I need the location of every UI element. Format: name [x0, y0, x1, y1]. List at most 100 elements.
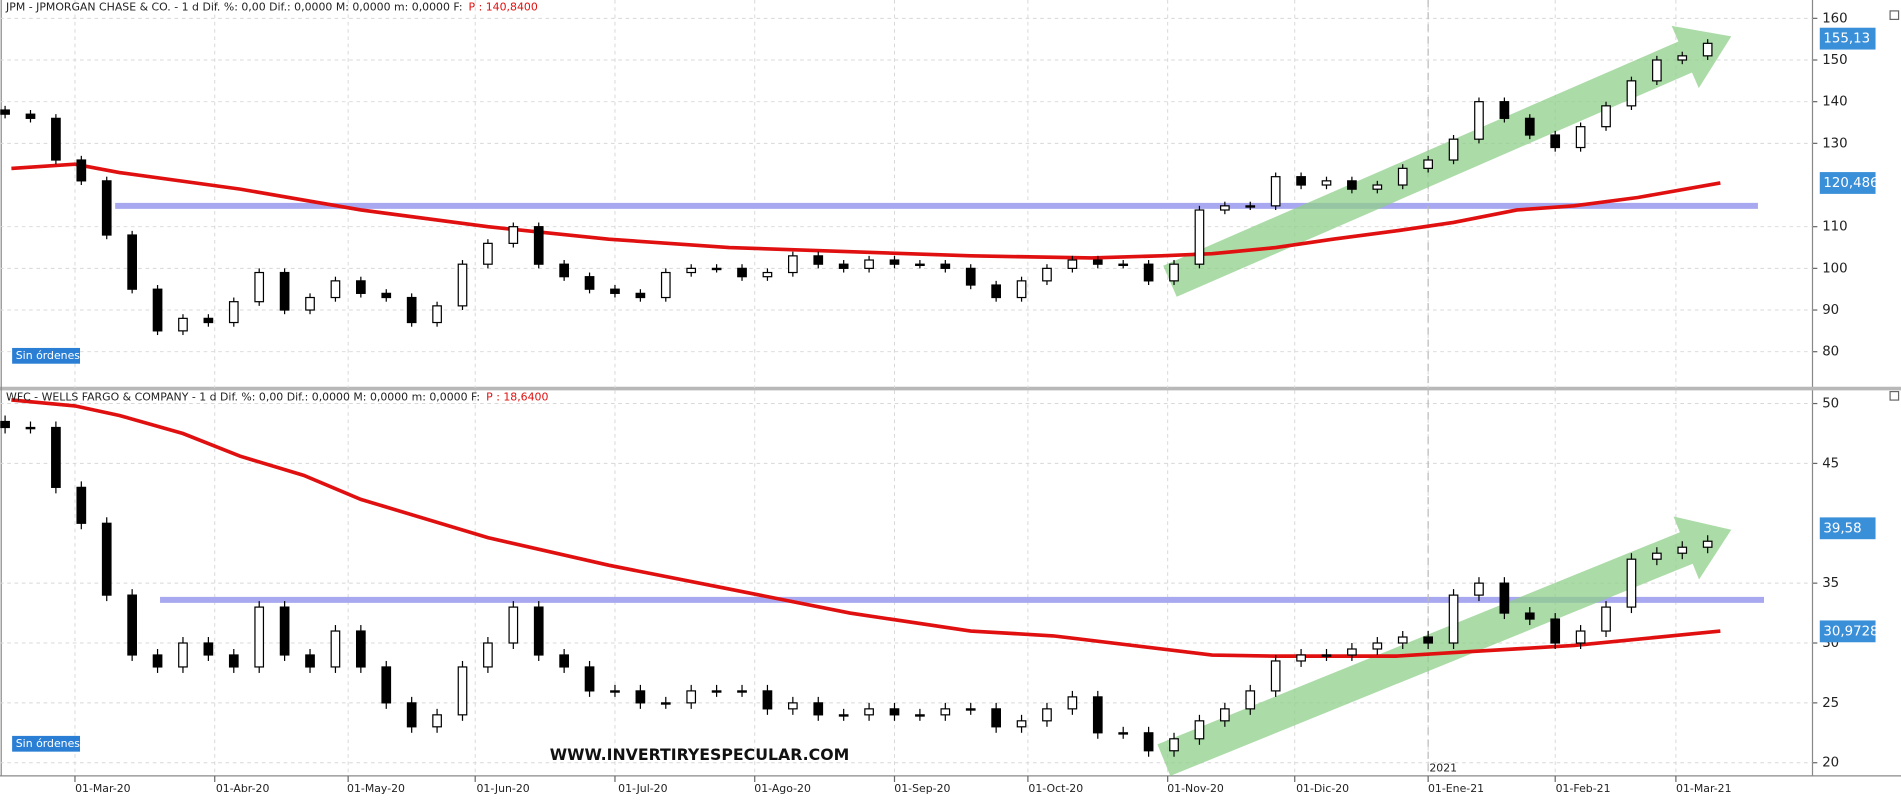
y-tick-label: 25 — [1822, 696, 1839, 711]
candle-body — [1626, 80, 1637, 107]
y-tick-label: 80 — [1822, 345, 1839, 360]
candle-body — [381, 666, 392, 704]
candle-body — [737, 267, 747, 278]
candle-body — [483, 242, 493, 265]
candle-body — [1270, 660, 1281, 692]
x-tick-label: 01-Jul-20 — [618, 782, 667, 795]
candle-body — [355, 280, 366, 294]
price-label: 155,13 — [1823, 32, 1870, 47]
price-label-box — [1819, 517, 1876, 540]
candle-body — [584, 666, 595, 692]
candle-body — [635, 292, 646, 299]
candle-body — [25, 426, 36, 430]
candle-body — [254, 271, 265, 303]
candle-body — [457, 263, 468, 307]
candle-body — [178, 317, 188, 332]
y-tick-label: 140 — [1822, 95, 1847, 110]
candle-body — [1169, 263, 1179, 282]
y-tick-label: 150 — [1822, 53, 1847, 68]
candle-body — [1651, 59, 1662, 82]
x-tick-label: 01-Dic-20 — [1296, 782, 1349, 795]
candle-body — [1347, 648, 1357, 656]
candle-body — [228, 654, 239, 668]
candle-body — [813, 255, 824, 265]
candle-body — [127, 234, 137, 290]
candle-body — [1423, 159, 1433, 169]
candle-body — [1397, 167, 1408, 186]
candle-body — [1067, 696, 1078, 710]
candle-body — [1321, 180, 1332, 186]
candle-body — [610, 288, 620, 294]
moving-average-line — [11, 162, 1721, 260]
trend-arrow — [1163, 25, 1732, 297]
status-label: Sin órdenes — [16, 349, 81, 362]
candle-body — [838, 263, 849, 269]
candle-body — [1270, 176, 1281, 207]
candle-body — [1575, 126, 1586, 149]
candle-body — [178, 642, 188, 668]
candle-body — [1474, 101, 1484, 140]
candle-body — [406, 702, 417, 728]
candle-body — [1296, 176, 1306, 186]
y-tick-label: 35 — [1822, 576, 1839, 591]
candle-body — [1601, 105, 1611, 128]
candle-body — [1372, 642, 1383, 650]
price-label-box — [1819, 172, 1876, 194]
x-tick-label: 01-Jun-20 — [476, 782, 529, 795]
trend-arrow — [1157, 516, 1732, 776]
candle-body — [915, 714, 925, 717]
candle-body — [228, 301, 239, 324]
candle-body — [1702, 540, 1713, 548]
panel-button[interactable] — [1889, 10, 1900, 21]
x-tick-label: 01-May-20 — [347, 782, 405, 795]
candle-body — [737, 690, 747, 693]
candle-body — [203, 317, 214, 324]
candle-body — [483, 642, 493, 668]
candle-body — [0, 109, 10, 115]
candle-body — [889, 708, 900, 716]
candle-body — [330, 630, 341, 668]
candle-body — [101, 522, 112, 596]
candle-body — [1042, 708, 1052, 722]
candle-body — [1118, 263, 1129, 267]
candle-body — [991, 284, 1001, 299]
candle-body — [0, 420, 10, 429]
candle-body — [76, 159, 87, 182]
candle-body — [457, 666, 468, 716]
candle-body — [1219, 205, 1230, 211]
candle-body — [406, 296, 417, 324]
candle-body — [559, 263, 569, 278]
candle-body — [635, 690, 646, 704]
candle-body — [127, 594, 137, 656]
y-tick-label: 160 — [1822, 11, 1847, 26]
panel-button[interactable] — [1889, 390, 1900, 401]
price-label: 39,58 — [1823, 521, 1861, 536]
price-label-box — [1819, 620, 1876, 643]
candle-body — [864, 708, 874, 716]
candle-body — [152, 654, 163, 668]
candle-body — [25, 113, 36, 119]
candle-body — [584, 276, 595, 290]
panel-price: P : 140,8400 — [469, 0, 538, 13]
candle-body — [711, 267, 722, 271]
candle-body — [1550, 134, 1561, 149]
price-label: 30,9728 — [1823, 624, 1878, 639]
panel-header: WFC - WELLS FARGO & COMPANY - 1 d Dif. %… — [6, 391, 480, 404]
candle-body — [1245, 205, 1256, 208]
candle-body — [1296, 654, 1306, 662]
candle-body — [1474, 582, 1484, 596]
moving-average-line — [11, 398, 1721, 658]
candle-body — [1702, 42, 1713, 57]
x-tick-label: 01-Ago-20 — [754, 782, 811, 795]
candle-body — [152, 288, 163, 332]
candle-body — [1321, 654, 1332, 657]
candle-body — [1677, 55, 1688, 61]
watermark: WWW.INVERTIRYESPECULAR.COM — [550, 745, 850, 764]
candle-body — [432, 305, 442, 324]
candle-body — [1626, 558, 1637, 608]
candle-body — [1499, 582, 1510, 614]
candle-body — [711, 690, 722, 693]
candle-body — [787, 702, 798, 710]
y-tick-label: 20 — [1822, 756, 1839, 771]
candle-body — [1092, 259, 1103, 265]
